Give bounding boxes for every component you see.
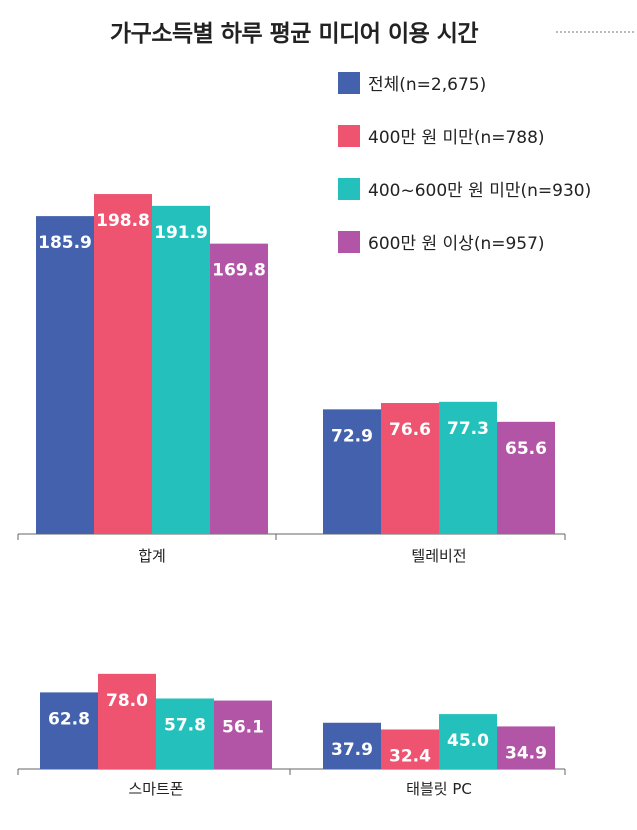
- legend-label-series-2: 400만 원 미만(n=788): [368, 128, 545, 148]
- legend-label-series-1: 전체(n=2,675): [368, 75, 486, 95]
- title-dotted-rule: [556, 31, 634, 33]
- category-label-텔레비전: 텔레비전: [411, 547, 466, 565]
- category-label-태블릿-PC: 태블릿 PC: [406, 780, 472, 798]
- bar-스마트폰-series-4: [214, 700, 272, 769]
- data-label-텔레비전-series-2: 76.6: [389, 420, 431, 440]
- data-label-합계-series-2: 198.8: [96, 211, 150, 231]
- data-label-스마트폰-series-4: 56.1: [222, 718, 264, 738]
- bar-텔레비전-series-1: [323, 409, 381, 534]
- legend-swatch-series-4: [338, 231, 360, 253]
- data-label-태블릿-PC-series-2: 32.4: [389, 746, 431, 766]
- data-label-태블릿-PC-series-3: 45.0: [447, 731, 489, 751]
- data-label-합계-series-3: 191.9: [154, 223, 208, 243]
- bar-합계-series-1: [36, 216, 94, 534]
- bar-텔레비전-series-4: [497, 421, 555, 534]
- data-label-스마트폰-series-1: 62.8: [48, 709, 90, 729]
- data-label-합계-series-4: 169.8: [212, 261, 266, 281]
- legend-swatch-series-1: [338, 72, 360, 94]
- data-label-텔레비전-series-3: 77.3: [447, 419, 489, 439]
- legend-label-series-4: 600만 원 이상(n=957): [368, 234, 545, 254]
- bar-스마트폰-series-1: [40, 692, 98, 769]
- bar-합계-series-2: [94, 194, 152, 534]
- bar-태블릿-PC-series-3: [439, 714, 497, 769]
- data-label-합계-series-1: 185.9: [38, 233, 92, 253]
- data-label-스마트폰-series-2: 78.0: [106, 691, 148, 711]
- bar-태블릿-PC-series-1: [323, 722, 381, 769]
- chart-title: 가구소득별 하루 평균 미디어 이용 시간: [110, 21, 479, 47]
- bar-스마트폰-series-2: [98, 673, 156, 769]
- data-label-텔레비전-series-4: 65.6: [505, 439, 547, 459]
- category-label-합계: 합계: [138, 547, 166, 565]
- legend-swatch-series-2: [338, 125, 360, 147]
- data-label-텔레비전-series-1: 72.9: [331, 426, 373, 446]
- legend-label-series-3: 400~600만 원 미만(n=930): [368, 181, 591, 201]
- bar-텔레비전-series-3: [439, 401, 497, 534]
- bar-텔레비전-series-2: [381, 403, 439, 534]
- bar-태블릿-PC-series-4: [497, 726, 555, 769]
- data-label-태블릿-PC-series-4: 34.9: [505, 743, 547, 763]
- bar-스마트폰-series-3: [156, 698, 214, 769]
- bar-합계-series-4: [210, 243, 268, 534]
- bar-합계-series-3: [152, 205, 210, 534]
- bar-태블릿-PC-series-2: [381, 729, 439, 769]
- data-label-스마트폰-series-3: 57.8: [164, 715, 206, 735]
- category-label-스마트폰: 스마트폰: [128, 780, 183, 798]
- data-label-태블릿-PC-series-1: 37.9: [331, 740, 373, 760]
- legend-swatch-series-3: [338, 178, 360, 200]
